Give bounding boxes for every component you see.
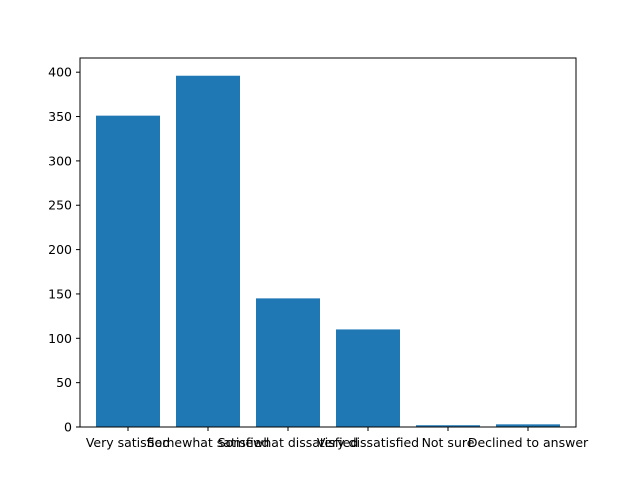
y-tick-label: 200	[48, 242, 72, 257]
y-tick-label: 100	[48, 331, 72, 346]
x-tick-label: Very satisfied	[86, 435, 170, 450]
y-tick-label: 50	[56, 375, 72, 390]
bar-3	[256, 298, 320, 427]
y-tick-label: 150	[48, 286, 72, 301]
bar-2	[176, 75, 240, 428]
bar-5	[416, 425, 480, 427]
x-tick-label: Somewhat satisfied	[147, 435, 270, 450]
bar-1	[96, 115, 160, 427]
x-tick-label: Somewhat dissatisfied	[218, 435, 359, 450]
y-tick-label: 350	[48, 109, 72, 124]
y-tick-label: 400	[48, 65, 72, 80]
x-tick-label: Declined to answer	[468, 435, 589, 450]
x-tick-label: Not sure	[422, 435, 475, 450]
bars-group	[96, 75, 560, 428]
y-tick-label: 300	[48, 153, 72, 168]
bar-4	[336, 329, 400, 427]
y-tick-label: 0	[64, 420, 72, 435]
plot-frame	[79, 57, 577, 428]
x-tick-label: Very dissatisfied	[317, 435, 419, 450]
y-tick-label: 250	[48, 198, 72, 213]
bar-6	[496, 424, 560, 427]
